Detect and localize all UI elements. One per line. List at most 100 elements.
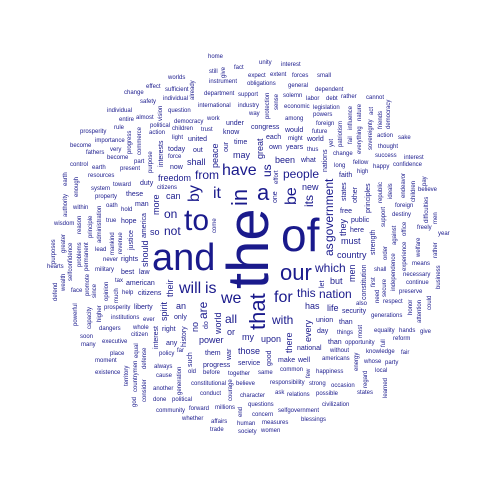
cloud-word: ideals: [388, 183, 394, 199]
cloud-word: attention: [417, 299, 423, 323]
cloud-word: international: [198, 103, 231, 109]
cloud-word: do: [203, 321, 210, 329]
cloud-word: already: [190, 80, 196, 100]
cloud-word: done: [153, 397, 167, 403]
cloud-word: rights: [121, 256, 139, 263]
cloud-word: debt: [326, 96, 338, 102]
cloud-word: so: [150, 227, 160, 237]
cloud-word: powers: [313, 112, 333, 118]
cloud-word: citizens: [157, 185, 178, 191]
cloud-word: nation: [319, 287, 352, 301]
cloud-word: questions: [248, 402, 274, 408]
cloud-word: war: [226, 348, 233, 360]
cloud-word: republic: [378, 181, 384, 203]
cloud-word: question: [168, 108, 191, 114]
cloud-word: hope: [121, 218, 137, 225]
cloud-word: shall: [374, 267, 387, 273]
cloud-word: consider: [142, 379, 148, 402]
cloud-word: sake: [398, 135, 411, 141]
cloud-word: happiness: [316, 369, 344, 375]
cloud-word: women: [261, 428, 281, 434]
cloud-word: support: [238, 92, 259, 98]
cloud-word: success: [375, 153, 397, 159]
cloud-word: should: [140, 240, 150, 267]
cloud-word: public: [351, 217, 370, 224]
cloud-word: many: [81, 342, 96, 348]
cloud-word: local: [375, 368, 388, 374]
cloud-word: patriotism: [338, 120, 344, 147]
cloud-word: fellow: [353, 160, 369, 166]
cloud-word: importance: [95, 138, 125, 144]
cloud-word: influence: [348, 105, 354, 130]
cloud-word: generations: [371, 313, 403, 319]
cloud-word: more: [151, 194, 161, 215]
cloud-word: liberty: [134, 304, 153, 311]
cloud-word: action: [149, 130, 166, 136]
cloud-word: forward: [189, 406, 210, 412]
cloud-word: history: [181, 326, 188, 347]
cloud-word: higher: [97, 305, 103, 322]
cloud-word: part: [134, 159, 145, 165]
cloud-word: under: [226, 120, 244, 127]
cloud-word: energy: [354, 352, 360, 371]
cloud-word: always: [154, 364, 173, 370]
cloud-word: policy: [159, 351, 175, 357]
cloud-word: mankind: [110, 232, 116, 255]
cloud-word: every: [303, 319, 313, 342]
cloud-word: also: [356, 301, 368, 307]
cloud-word: rather: [433, 242, 439, 258]
cloud-word: forces: [292, 73, 309, 79]
cloud-word: americans: [322, 356, 350, 362]
cloud-word: progress: [203, 362, 231, 369]
cloud-word: common: [280, 367, 304, 373]
cloud-word: yet: [329, 138, 335, 147]
cloud-word: believe: [236, 381, 256, 387]
cloud-word: blessings: [301, 417, 327, 423]
cloud-word: be: [283, 187, 300, 205]
cloud-word: prosperity: [104, 305, 131, 311]
cloud-word: will: [179, 280, 202, 297]
cloud-word: effect: [146, 84, 161, 90]
cloud-word: year: [438, 231, 450, 237]
cloud-word: means: [412, 261, 431, 267]
cloud-word: know: [223, 129, 240, 136]
cloud-word: other: [352, 187, 359, 203]
cloud-word: necessary: [403, 272, 431, 278]
cloud-word: union: [316, 317, 334, 324]
cloud-word: solemn: [283, 93, 303, 99]
cloud-word: unity: [259, 60, 272, 66]
cloud-word: well: [298, 357, 311, 364]
cloud-word: thus: [307, 147, 319, 153]
cloud-word: place: [110, 351, 125, 357]
cloud-word: service: [238, 360, 261, 367]
cloud-word: commerce: [137, 126, 143, 155]
cloud-word: rather: [341, 94, 357, 100]
cloud-word: world: [213, 312, 223, 334]
cloud-word: against: [392, 225, 398, 245]
cloud-word: believe: [418, 187, 438, 193]
cloud-word: character: [240, 393, 266, 399]
cloud-word: strength: [370, 229, 377, 255]
cloud-word: than: [339, 319, 353, 326]
cloud-word: institutions: [111, 315, 140, 321]
cloud-word: protection: [265, 92, 271, 119]
cloud-word: defend: [53, 282, 59, 301]
cloud-word: force: [168, 154, 182, 160]
cloud-word: make: [278, 357, 296, 364]
cloud-word: obligations: [247, 81, 276, 87]
cloud-word: concern: [252, 412, 274, 418]
cloud-word: those: [238, 346, 261, 356]
cloud-word: secure: [382, 278, 388, 297]
cloud-word: entire: [119, 117, 135, 123]
cloud-word: another: [153, 386, 174, 392]
cloud-word: confidence: [393, 162, 423, 168]
cloud-word: not: [164, 224, 181, 238]
cloud-word: existence: [95, 370, 121, 376]
cloud-word: purposes: [51, 239, 57, 264]
cloud-word: knowledge: [366, 349, 395, 355]
cloud-word: equal: [134, 343, 140, 358]
cloud-word: law: [139, 269, 150, 276]
cloud-word: constitutional: [191, 381, 227, 387]
cloud-word: welfare: [416, 237, 422, 257]
cloud-word: executive: [102, 339, 128, 345]
